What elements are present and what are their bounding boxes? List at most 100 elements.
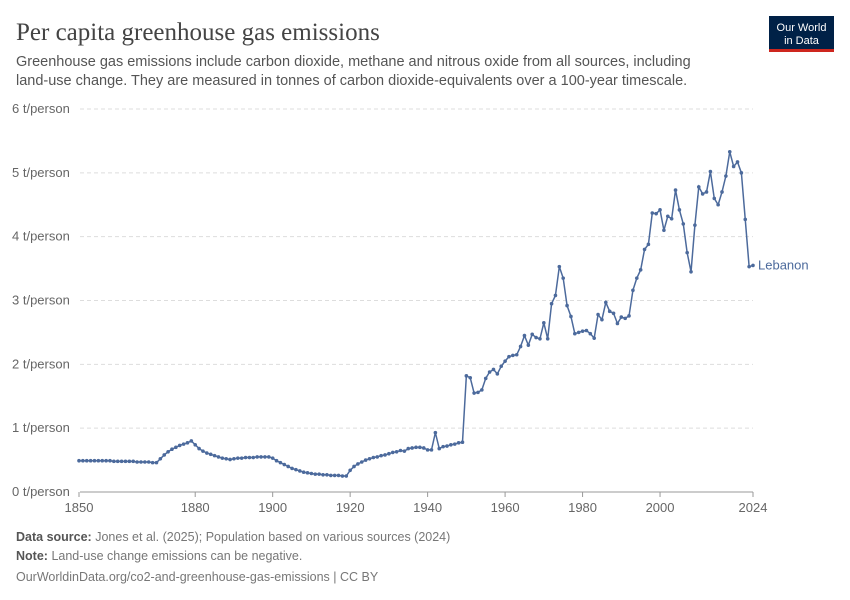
- point: [592, 336, 596, 340]
- point: [243, 455, 248, 460]
- point: [464, 374, 469, 378]
- point: [569, 314, 573, 319]
- y-tick-label: 6 t/person: [12, 101, 70, 116]
- point: [747, 264, 751, 269]
- point: [545, 337, 550, 341]
- point: [108, 458, 112, 463]
- point: [696, 185, 701, 189]
- point: [604, 300, 608, 305]
- point: [646, 242, 651, 247]
- point: [611, 311, 616, 316]
- point: [665, 214, 670, 219]
- point: [301, 470, 306, 475]
- point: [340, 474, 345, 478]
- point: [724, 174, 728, 178]
- point: [658, 208, 662, 212]
- point: [499, 364, 504, 369]
- point: [150, 460, 155, 465]
- point: [538, 337, 542, 341]
- point: [441, 444, 445, 449]
- point: [371, 455, 376, 460]
- logo-text: Our World: [777, 22, 827, 34]
- point: [92, 458, 97, 463]
- point: [185, 441, 190, 445]
- point: [379, 453, 383, 458]
- point: [344, 474, 349, 478]
- point: [146, 460, 151, 464]
- note-label: Note:: [16, 549, 48, 563]
- x-tick-label: 1880: [181, 500, 210, 515]
- point: [511, 353, 515, 358]
- y-tick-label: 1 t/person: [12, 420, 70, 435]
- point: [414, 445, 418, 450]
- point: [325, 472, 329, 477]
- point: [239, 456, 244, 460]
- point: [216, 455, 221, 459]
- point: [321, 472, 325, 477]
- point: [421, 446, 426, 450]
- point: [553, 293, 558, 298]
- point: [84, 458, 89, 463]
- point: [205, 451, 209, 455]
- point: [201, 449, 205, 453]
- x-tick-label: 1900: [258, 500, 287, 515]
- point: [286, 464, 290, 469]
- point: [112, 459, 116, 464]
- point: [232, 457, 236, 461]
- point: [278, 460, 283, 465]
- point: [669, 216, 674, 221]
- point: [359, 460, 364, 464]
- point: [81, 458, 85, 463]
- point: [530, 332, 535, 337]
- point: [580, 329, 585, 333]
- point: [263, 455, 267, 459]
- point: [375, 455, 380, 459]
- point: [383, 453, 387, 457]
- subtitle: land-use change. They are measured in to…: [16, 73, 687, 89]
- point: [743, 217, 748, 222]
- logo-text: in Data: [784, 35, 820, 47]
- point: [398, 448, 403, 453]
- y-tick-label: 4 t/person: [12, 229, 70, 244]
- note: Note: Land-use change emissions can be n…: [16, 549, 302, 563]
- point: [615, 321, 620, 326]
- point: [387, 451, 391, 456]
- x-tick-label: 1920: [336, 500, 365, 515]
- point: [267, 455, 271, 459]
- point: [631, 288, 635, 293]
- x-tick-label: 1940: [413, 500, 442, 515]
- point: [274, 458, 279, 463]
- point: [634, 276, 639, 280]
- point: [584, 328, 589, 333]
- point: [476, 390, 480, 395]
- logo-bar: [769, 49, 834, 52]
- point: [739, 171, 744, 175]
- url[interactable]: OurWorldinData.org/co2-and-greenhouse-ga…: [16, 570, 379, 584]
- point: [693, 223, 697, 227]
- point: [642, 247, 647, 252]
- point: [96, 458, 101, 463]
- point: [662, 228, 666, 233]
- point: [328, 473, 333, 478]
- point: [394, 449, 399, 454]
- point: [425, 448, 430, 452]
- point: [297, 469, 302, 473]
- x-tick-label: 1960: [491, 500, 520, 515]
- point: [751, 263, 755, 268]
- logo-box: [769, 16, 834, 52]
- logo[interactable]: Our World in Data: [769, 16, 834, 52]
- point: [600, 317, 604, 322]
- point: [685, 250, 689, 255]
- point: [348, 468, 352, 473]
- point: [236, 456, 240, 460]
- point: [220, 456, 225, 460]
- point: [170, 447, 174, 452]
- point: [143, 460, 147, 464]
- point: [700, 192, 705, 196]
- series-label: Lebanon: [758, 257, 809, 272]
- point: [507, 354, 511, 359]
- point: [445, 444, 449, 448]
- point: [282, 462, 287, 467]
- point: [654, 211, 658, 216]
